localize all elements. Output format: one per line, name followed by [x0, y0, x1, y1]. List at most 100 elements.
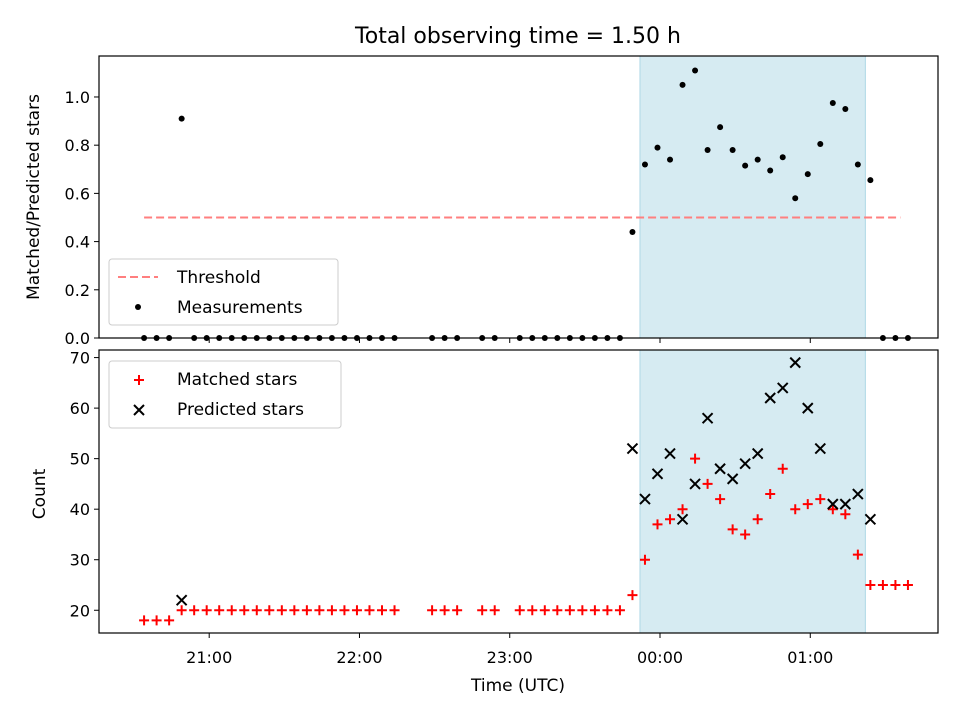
predicted-star-marker — [739, 457, 751, 470]
measurement-point — [717, 124, 724, 131]
top-y-tick-label: 0.6 — [65, 184, 90, 203]
x-axis-label: Time (UTC) — [470, 676, 565, 696]
measurement-point — [767, 167, 774, 174]
matched-star-marker — [639, 554, 650, 565]
measurement-point — [779, 154, 786, 161]
matched-star-marker — [289, 605, 300, 616]
matched-star-marker — [840, 509, 851, 520]
x-tick-label: 01:00 — [787, 648, 833, 667]
measurement-point — [867, 177, 874, 184]
matched-star-marker — [652, 519, 663, 530]
measurement-point — [679, 81, 686, 88]
x-tick-label: 22:00 — [336, 648, 382, 667]
measurement-point — [829, 100, 836, 106]
matched-star-marker — [427, 605, 438, 616]
matched-star-marker — [351, 605, 362, 616]
matched-star-marker — [552, 605, 563, 616]
predicted-star-marker — [827, 498, 839, 510]
matched-star-marker — [276, 605, 287, 616]
matched-star-marker — [564, 605, 575, 616]
top-legend: Threshold Measurements — [108, 258, 339, 326]
measurement-point — [629, 228, 636, 235]
matched-star-marker — [614, 605, 625, 616]
matched-star-marker — [589, 605, 600, 616]
matched-star-marker — [727, 524, 738, 535]
matched-star-marker — [164, 615, 175, 626]
predicted-star-marker — [839, 498, 852, 510]
matched-star-marker — [264, 605, 275, 616]
matched-star-marker — [665, 514, 676, 525]
bottom-y-axis-label: Count — [30, 468, 50, 519]
legend-matched-swatch — [134, 375, 144, 385]
matched-star-marker — [139, 615, 150, 626]
predicted-star-marker — [626, 442, 639, 455]
predicted-star-marker — [864, 513, 877, 526]
measurement-point — [742, 162, 749, 169]
predicted-star-marker — [751, 447, 764, 460]
matched-star-marker — [577, 605, 588, 616]
matched-star-marker — [602, 605, 613, 616]
matched-star-marker — [777, 463, 788, 474]
top-legend-box — [108, 258, 339, 326]
matched-star-marker — [865, 579, 876, 590]
matched-star-marker — [890, 579, 901, 590]
measurement-point — [854, 161, 861, 168]
matched-star-marker — [339, 605, 350, 616]
predicted-star-marker — [814, 442, 826, 455]
bottom-y-tick-label: 50 — [70, 450, 90, 469]
matched-star-marker — [201, 605, 212, 616]
predicted-star-marker — [764, 392, 776, 404]
top-y-tick-label: 0.8 — [65, 136, 90, 155]
chart-title: Total observing time = 1.50 h — [354, 24, 681, 49]
x-tick-label: 21:00 — [186, 648, 232, 667]
matched-star-marker — [477, 605, 488, 616]
matched-star-marker — [539, 605, 550, 616]
matched-star-marker — [314, 605, 325, 616]
predicted-star-marker — [777, 382, 789, 394]
predicted-star-marker — [726, 473, 739, 485]
predicted-star-marker — [714, 463, 726, 475]
bottom-y-tick-label: 20 — [70, 601, 90, 620]
matched-star-marker — [877, 579, 888, 590]
matched-star-marker — [489, 605, 500, 616]
bottom-y-tick-label: 70 — [70, 349, 90, 368]
matched-star-marker — [364, 605, 375, 616]
predicted-star-marker — [689, 478, 701, 490]
x-tick-label: 23:00 — [487, 648, 533, 667]
x-tick-label: 00:00 — [637, 648, 683, 667]
legend-predicted-swatch — [133, 404, 145, 416]
top-y-axis-label: Matched/Predicted stars — [24, 94, 44, 300]
matched-star-marker — [702, 478, 713, 489]
top-axes-frame — [98, 55, 939, 339]
matched-star-marker — [690, 453, 701, 464]
matched-star-marker — [527, 605, 538, 616]
legend-predicted-label: Predicted stars — [177, 400, 304, 420]
matched-star-marker — [214, 605, 225, 616]
matched-star-marker — [790, 504, 801, 515]
matched-star-marker — [827, 504, 838, 515]
matched-star-marker — [677, 504, 688, 515]
top-y-tick-label: 0.2 — [65, 281, 90, 300]
measurement-point — [754, 156, 761, 163]
matched-star-marker — [802, 499, 813, 510]
bottom-y-tick-label: 40 — [70, 500, 90, 519]
matched-star-marker — [852, 549, 863, 560]
predicted-star-marker — [676, 513, 689, 526]
measurement-point — [667, 156, 674, 163]
bottom-legend: Matched stars Predicted stars — [108, 360, 342, 429]
measurement-point — [842, 106, 849, 113]
top-y-tick-label: 0.0 — [65, 329, 90, 348]
measurement-point — [704, 147, 711, 153]
measurement-point — [817, 140, 824, 147]
measurement-point — [792, 195, 799, 202]
top-highlight-span — [639, 55, 866, 339]
predicted-star-marker — [802, 402, 814, 414]
measurement-point — [654, 144, 661, 151]
matched-star-marker — [301, 605, 312, 616]
matched-star-marker — [377, 605, 388, 616]
matched-star-marker — [389, 605, 400, 616]
predicted-star-marker — [664, 447, 676, 460]
predicted-star-marker — [651, 468, 664, 480]
